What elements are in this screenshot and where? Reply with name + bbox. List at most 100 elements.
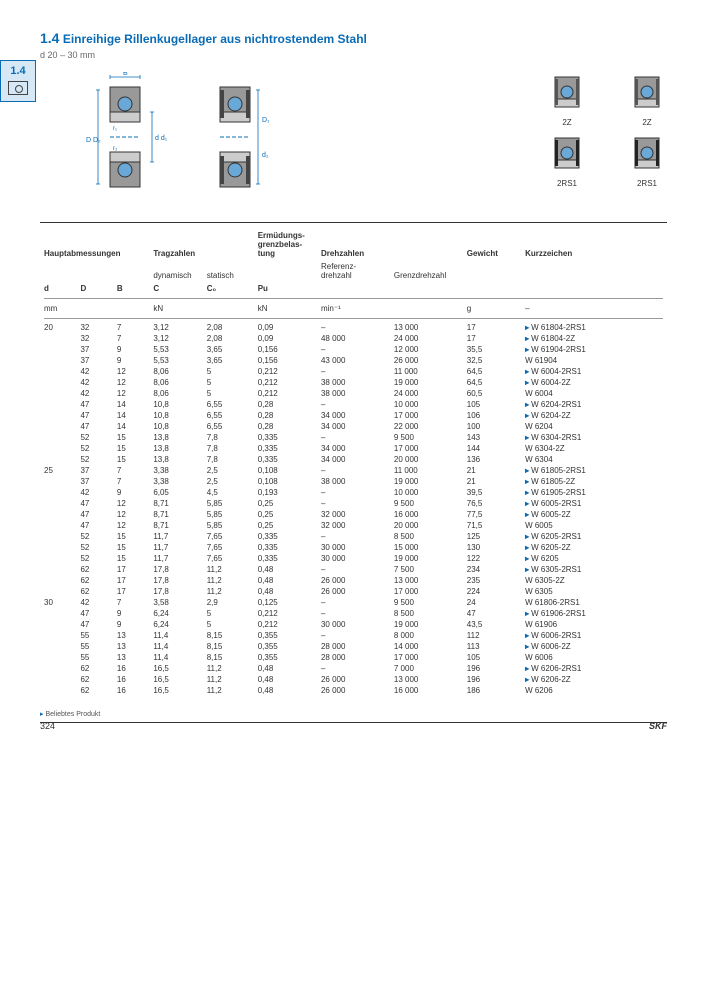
table-cell: 11,7 bbox=[149, 531, 202, 542]
table-cell: 14 bbox=[113, 421, 149, 432]
table-cell: 20 000 bbox=[390, 454, 463, 465]
table-cell: 13 000 bbox=[390, 575, 463, 586]
table-cell: 15 bbox=[113, 531, 149, 542]
table-cell: – bbox=[317, 663, 390, 674]
designation-text: W 61806-2RS1 bbox=[525, 598, 580, 607]
diagram-2z-top bbox=[547, 72, 587, 112]
table-cell: – bbox=[317, 630, 390, 641]
table-cell bbox=[40, 344, 76, 355]
designation-text: W 6305-2RS1 bbox=[531, 565, 581, 574]
th-d: d bbox=[40, 282, 76, 295]
table-cell: – bbox=[317, 597, 390, 608]
table-cell: 19 000 bbox=[390, 476, 463, 487]
designation-cell: W 61904 bbox=[521, 355, 667, 366]
table-cell: 62 bbox=[76, 685, 112, 696]
table-cell: 60,5 bbox=[463, 388, 521, 399]
table-cell: 62 bbox=[76, 663, 112, 674]
table-cell: 28 000 bbox=[317, 652, 390, 663]
table-cell: 19 000 bbox=[390, 377, 463, 388]
table-cell: 5 bbox=[203, 388, 254, 399]
table-cell: 0,48 bbox=[254, 674, 317, 685]
table-cell: 3,38 bbox=[149, 465, 202, 476]
table-cell: 28 000 bbox=[317, 641, 390, 652]
designation-cell: ▸W 61904-2RS1 bbox=[521, 344, 667, 355]
designation-cell: W 6006 bbox=[521, 652, 667, 663]
table-cell: 15 bbox=[113, 432, 149, 443]
table-cell: 8 500 bbox=[390, 608, 463, 619]
table-cell: 0,335 bbox=[254, 531, 317, 542]
table-cell: 11,2 bbox=[203, 663, 254, 674]
table-cell: 7 500 bbox=[390, 564, 463, 575]
table-row: 621717,811,20,48–7 500234▸W 6305-2RS1 bbox=[40, 564, 667, 575]
table-cell: 9 bbox=[113, 344, 149, 355]
table-cell: 55 bbox=[76, 641, 112, 652]
table-cell: 8,06 bbox=[149, 377, 202, 388]
table-cell bbox=[40, 663, 76, 674]
table-cell: 30 000 bbox=[317, 619, 390, 630]
table-cell: 0,48 bbox=[254, 685, 317, 696]
designation-text: W 6305 bbox=[525, 587, 553, 596]
table-cell: 100 bbox=[463, 421, 521, 432]
table-cell: 5,85 bbox=[203, 509, 254, 520]
table-cell: 24 bbox=[463, 597, 521, 608]
designation-cell: W 6305-2Z bbox=[521, 575, 667, 586]
table-cell: 0,335 bbox=[254, 454, 317, 465]
table-cell: – bbox=[317, 399, 390, 410]
table-cell: 9 bbox=[113, 608, 149, 619]
table-row: 4796,2450,21230 00019 00043,5W 61906 bbox=[40, 619, 667, 630]
table-cell: 2,9 bbox=[203, 597, 254, 608]
designation-text: W 61805-2RS1 bbox=[531, 466, 586, 475]
table-cell: 5,53 bbox=[149, 344, 202, 355]
table-cell: 11 000 bbox=[390, 366, 463, 377]
table-row: 4296,054,50,193–10 00039,5▸W 61905-2RS1 bbox=[40, 487, 667, 498]
table-cell: 17,8 bbox=[149, 564, 202, 575]
table-cell: 8 500 bbox=[390, 531, 463, 542]
footer: 324 SKF bbox=[40, 721, 667, 731]
table-cell: 6,24 bbox=[149, 619, 202, 630]
table-cell: 0,108 bbox=[254, 476, 317, 487]
table-cell: 21 bbox=[463, 465, 521, 476]
table-cell: 105 bbox=[463, 399, 521, 410]
table-row: 471410,86,550,28–10 000105▸W 6204-2RS1 bbox=[40, 399, 667, 410]
table-cell: 30 bbox=[40, 597, 76, 608]
table-cell: – bbox=[317, 465, 390, 476]
table-cell bbox=[40, 421, 76, 432]
designation-text: W 61804-2RS1 bbox=[531, 323, 586, 332]
svg-text:d d₁: d d₁ bbox=[155, 135, 168, 142]
table-cell: 32,5 bbox=[463, 355, 521, 366]
table-cell: 122 bbox=[463, 553, 521, 564]
table-cell: – bbox=[317, 322, 390, 333]
th-stat: statisch bbox=[203, 260, 254, 282]
table-cell bbox=[40, 641, 76, 652]
table-cell: 64,5 bbox=[463, 366, 521, 377]
table-cell: 235 bbox=[463, 575, 521, 586]
diagram-2rs1-bottom bbox=[627, 133, 667, 173]
table-cell: 8,06 bbox=[149, 366, 202, 377]
table-cell: 9 500 bbox=[390, 432, 463, 443]
designation-cell: ▸W 61804-2Z bbox=[521, 333, 667, 344]
designation-cell: ▸W 6205-2RS1 bbox=[521, 531, 667, 542]
table-row: 3795,533,650,156–12 00035,5▸W 61904-2RS1 bbox=[40, 344, 667, 355]
svg-text:D₁: D₁ bbox=[262, 117, 270, 124]
designation-cell: ▸W 61805-2RS1 bbox=[521, 465, 667, 476]
table-row: 621717,811,20,4826 00013 000235W 6305-2Z bbox=[40, 575, 667, 586]
table-cell: 62 bbox=[76, 575, 112, 586]
table-row: 47128,715,850,2532 00020 00071,5W 6005 bbox=[40, 520, 667, 531]
designation-text: W 6305-2Z bbox=[525, 576, 565, 585]
table-cell: 17 000 bbox=[390, 443, 463, 454]
diagram-sealed-bearing: D₁ d₂ bbox=[200, 72, 280, 202]
table-cell: 47 bbox=[76, 410, 112, 421]
designation-text: W 6206-2RS1 bbox=[531, 664, 581, 673]
table-cell bbox=[40, 487, 76, 498]
table-cell bbox=[40, 630, 76, 641]
table-cell: 37 bbox=[76, 355, 112, 366]
th-C0: C₀ bbox=[203, 282, 254, 295]
table-cell: 7,65 bbox=[203, 542, 254, 553]
designation-text: W 61904-2RS1 bbox=[531, 345, 586, 354]
table-cell: 62 bbox=[76, 674, 112, 685]
table-cell: 13,8 bbox=[149, 443, 202, 454]
table-cell: 19 000 bbox=[390, 553, 463, 564]
table-cell: 17,8 bbox=[149, 586, 202, 597]
table-cell: 16,5 bbox=[149, 674, 202, 685]
designation-cell: ▸W 6006-2Z bbox=[521, 641, 667, 652]
